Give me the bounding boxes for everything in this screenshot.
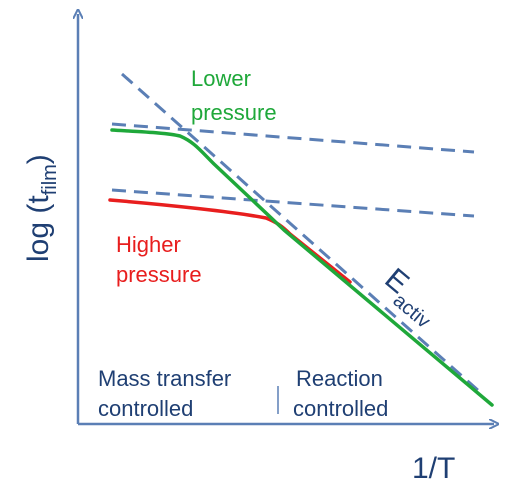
reaction-label-line2: controlled bbox=[293, 396, 388, 421]
mass-transfer-label-line1: Mass transfer bbox=[98, 366, 231, 391]
lower-pressure-label-line1: Lower bbox=[191, 66, 251, 91]
higher-pressure-label-line2: pressure bbox=[116, 262, 202, 287]
reaction-label-line1: Reaction bbox=[296, 366, 383, 391]
lower-pressure-dashed-line bbox=[111, 122, 475, 154]
y-axis-label: log (tfilm) bbox=[22, 154, 61, 262]
lower-pressure-label-line2: pressure bbox=[191, 100, 277, 125]
activation-energy-label: Eactiv bbox=[373, 262, 446, 333]
higher-pressure-label-line1: Higher bbox=[116, 232, 181, 257]
x-axis-label: 1/T bbox=[412, 452, 455, 485]
activation-energy-dashed-line bbox=[121, 72, 481, 394]
lower-pressure-curve bbox=[110, 128, 494, 407]
higher-pressure-dashed-line bbox=[111, 188, 475, 218]
mass-transfer-label-line2: controlled bbox=[98, 396, 193, 421]
